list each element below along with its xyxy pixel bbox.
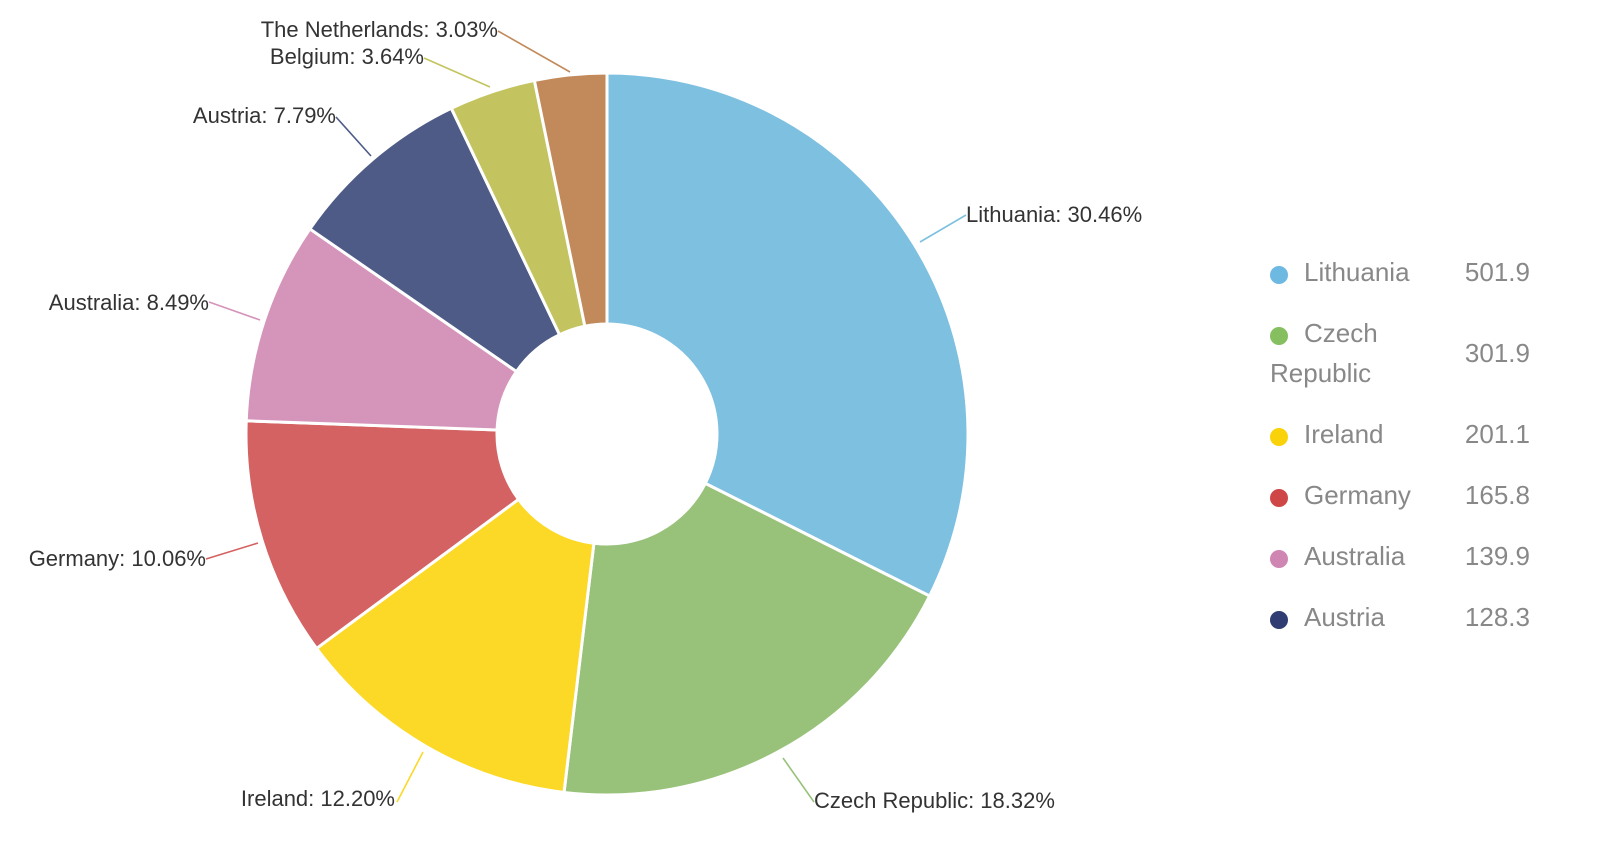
leader-line: [497, 30, 571, 73]
legend-item[interactable]: Australia 139.9: [1270, 536, 1570, 576]
legend-label: Germany: [1304, 480, 1411, 510]
slice-label: Ireland: 12.20%: [241, 786, 395, 811]
slice-label: Czech Republic: 18.32%: [814, 788, 1055, 813]
legend-marker: [1270, 327, 1288, 345]
legend-item[interactable]: Czech Republic 301.9: [1270, 313, 1570, 393]
leader-line: [396, 751, 424, 803]
leader-line: [423, 57, 491, 88]
slice-label: The Netherlands: 3.03%: [261, 17, 498, 42]
legend-item[interactable]: Ireland 201.1: [1270, 414, 1570, 454]
legend-value: 139.9: [1464, 541, 1530, 571]
legend-marker: [1270, 489, 1288, 507]
slice-lithuania[interactable]: [605, 71, 970, 599]
leader-line: [205, 542, 259, 560]
legend-value: 128.3: [1464, 602, 1530, 632]
slice-label: Austria: 7.79%: [193, 103, 336, 128]
legend-label: Czech Republic: [1270, 318, 1378, 388]
legend-label: Austria: [1304, 602, 1385, 632]
slice-ireland[interactable]: [314, 497, 596, 795]
legend-item[interactable]: Austria 128.3: [1270, 597, 1570, 637]
legend-item[interactable]: Germany 165.8: [1270, 475, 1570, 515]
legend-marker: [1270, 550, 1288, 568]
slice-australia[interactable]: [244, 226, 519, 432]
legend-item[interactable]: Lithuania 501.9: [1270, 252, 1570, 292]
legend-value: 501.9: [1464, 257, 1530, 287]
leader-line: [208, 301, 261, 321]
legend-marker: [1270, 428, 1288, 446]
slice-label: Germany: 10.06%: [29, 546, 206, 571]
slice-label: Belgium: 3.64%: [270, 44, 424, 69]
legend-value: 201.1: [1464, 419, 1530, 449]
legend-label: Ireland: [1304, 419, 1384, 449]
legend-value: 301.9: [1464, 338, 1530, 368]
slice-austria[interactable]: [307, 106, 562, 374]
leader-line: [782, 757, 815, 803]
legend-label: Australia: [1304, 541, 1406, 571]
slice-czech-republic[interactable]: [562, 481, 932, 797]
leader-line: [335, 116, 372, 157]
leader-line: [919, 214, 967, 243]
legend-marker: [1270, 266, 1288, 284]
slice-label: Lithuania: 30.46%: [966, 202, 1142, 227]
legend: Lithuania 501.9 Czech Republic 301.9 Ireland…: [1270, 252, 1570, 658]
slice-label: Australia: 8.49%: [49, 290, 209, 315]
slice-the-netherlands[interactable]: [532, 71, 609, 329]
legend-label: Lithuania: [1304, 257, 1410, 287]
legend-marker: [1270, 611, 1288, 629]
slice-germany[interactable]: [244, 419, 521, 651]
legend-value: 165.8: [1464, 480, 1530, 510]
